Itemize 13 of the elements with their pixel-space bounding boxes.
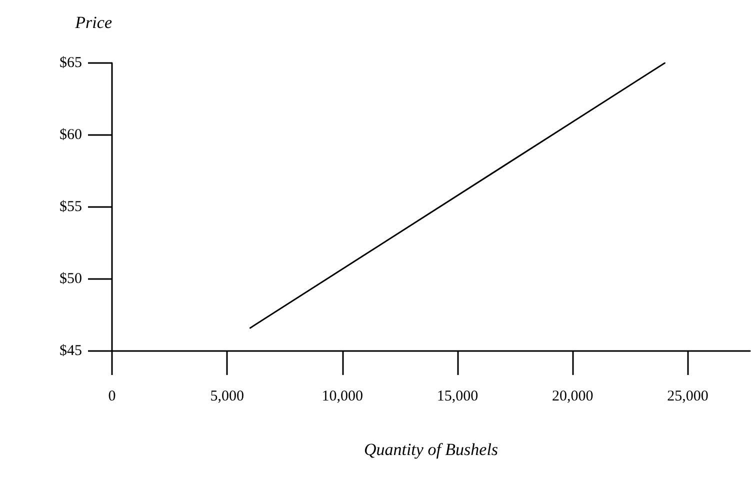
x-tick-label: 20,000: [552, 388, 594, 404]
y-tick-label: $65: [60, 55, 82, 71]
x-tick-label: 25,000: [667, 388, 708, 404]
x-tick-label: 10,000: [322, 388, 363, 404]
x-tick-label: 15,000: [436, 388, 478, 404]
y-tick-label: $60: [60, 127, 82, 143]
y-tick-label: $50: [60, 271, 82, 287]
x-axis-title: Quantity of Bushels: [364, 440, 498, 459]
x-tick-label: 5,000: [210, 388, 244, 404]
y-axis-title: Price: [74, 13, 112, 32]
y-tick-label: $55: [60, 199, 82, 215]
x-tick-label: 0: [108, 388, 116, 404]
y-tick-label: $45: [60, 343, 82, 359]
